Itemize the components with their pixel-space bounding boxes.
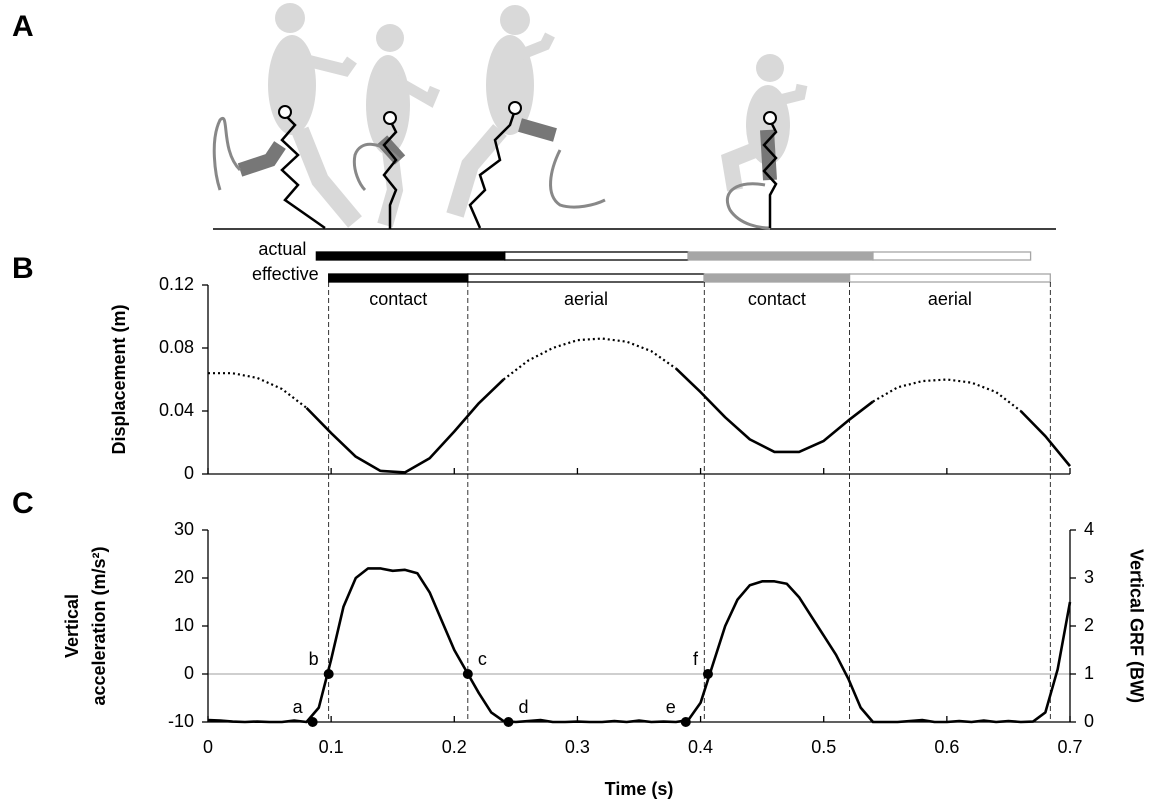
phase-segment bbox=[703, 273, 851, 283]
event-point bbox=[702, 669, 713, 679]
y-tick-label: -10 bbox=[168, 711, 194, 731]
y2-axis-label: Vertical GRF (BW) bbox=[1126, 549, 1146, 703]
x-axis-label: Time (s) bbox=[605, 779, 674, 799]
phase-row-label: actual bbox=[258, 239, 306, 259]
event-label: e bbox=[666, 697, 676, 717]
event-label: d bbox=[518, 697, 528, 717]
panel-letter: A bbox=[12, 10, 34, 43]
y2-tick-label: 2 bbox=[1084, 615, 1094, 635]
x-tick-label: 0.5 bbox=[811, 737, 836, 757]
runner bbox=[352, 24, 441, 229]
event-label: c bbox=[478, 649, 487, 669]
event-point bbox=[503, 717, 514, 727]
y-axis-label: Vertical bbox=[62, 594, 82, 658]
phase-segment bbox=[315, 251, 506, 261]
y-axis-label: Displacement (m) bbox=[109, 304, 129, 454]
y-tick-label: 0.12 bbox=[159, 274, 194, 294]
phase-label: contact bbox=[369, 289, 427, 309]
event-label: b bbox=[309, 649, 319, 669]
data-line bbox=[305, 367, 1072, 474]
y2-tick-label: 1 bbox=[1084, 663, 1094, 683]
y-tick-label: 0 bbox=[184, 663, 194, 683]
data-line bbox=[207, 567, 1072, 724]
y-tick-label: 0.04 bbox=[159, 400, 194, 420]
event-label: f bbox=[693, 649, 699, 669]
runner bbox=[721, 54, 808, 230]
phase-label: contact bbox=[748, 289, 806, 309]
phase-row-label: effective bbox=[252, 264, 319, 284]
phase-label: aerial bbox=[564, 289, 608, 309]
y-tick-label: 30 bbox=[174, 519, 194, 539]
runner-illustration bbox=[212, 3, 1056, 230]
y2-tick-label: 3 bbox=[1084, 567, 1094, 587]
y2-tick-label: 0 bbox=[1084, 711, 1094, 731]
event-point bbox=[462, 669, 473, 679]
phase-label: aerial bbox=[928, 289, 972, 309]
phase-segment bbox=[872, 251, 1032, 261]
runner bbox=[212, 3, 362, 230]
event-point bbox=[307, 717, 318, 727]
y2-tick-label: 4 bbox=[1084, 519, 1094, 539]
event-point bbox=[680, 717, 691, 727]
panel-letter: B bbox=[12, 252, 34, 285]
x-tick-label: 0.2 bbox=[442, 737, 467, 757]
runner bbox=[446, 5, 606, 229]
y-tick-label: 10 bbox=[174, 615, 194, 635]
y-tick-label: 0 bbox=[184, 463, 194, 483]
y-tick-label: 20 bbox=[174, 567, 194, 587]
x-tick-label: 0.1 bbox=[319, 737, 344, 757]
phase-segment bbox=[504, 251, 689, 261]
panel-letter: C bbox=[12, 487, 34, 520]
phase-segment bbox=[848, 273, 1051, 283]
x-tick-label: 0.6 bbox=[934, 737, 959, 757]
x-tick-label: 0.3 bbox=[565, 737, 590, 757]
data-line bbox=[208, 337, 1022, 412]
event-label: a bbox=[293, 697, 304, 717]
y-tick-label: 0.08 bbox=[159, 337, 194, 357]
phase-segment bbox=[328, 273, 469, 283]
phase-segment bbox=[687, 251, 874, 261]
phase-segment bbox=[467, 273, 705, 283]
y-axis-label: acceleration (m/s²) bbox=[89, 546, 109, 705]
x-tick-label: 0 bbox=[203, 737, 213, 757]
x-tick-label: 0.7 bbox=[1057, 737, 1082, 757]
x-tick-label: 0.4 bbox=[688, 737, 713, 757]
event-point bbox=[323, 669, 334, 679]
